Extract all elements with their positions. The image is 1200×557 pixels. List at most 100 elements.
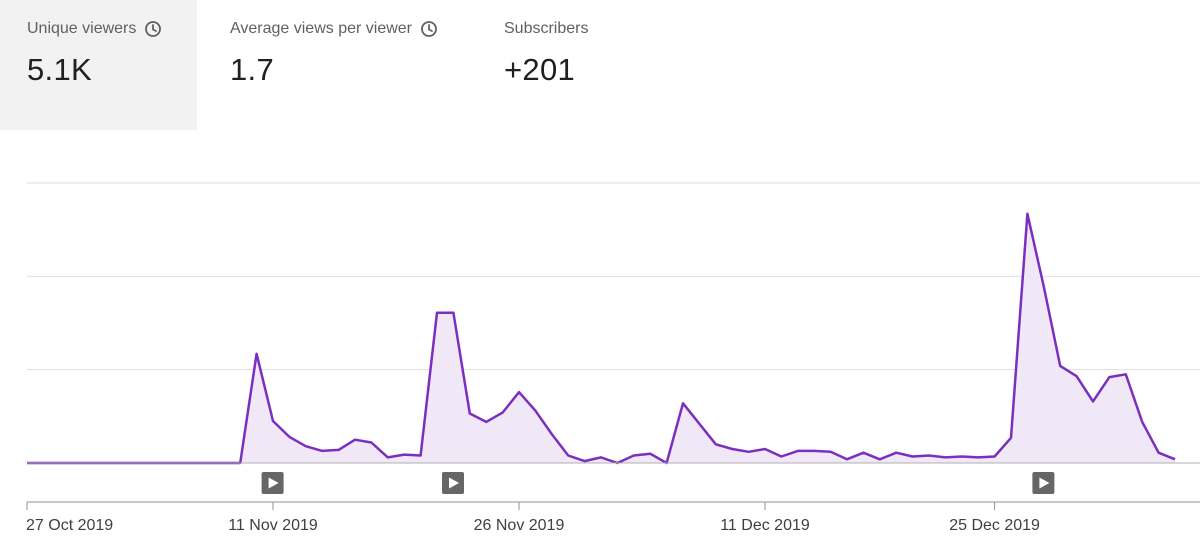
data-point xyxy=(944,456,946,458)
data-point xyxy=(173,462,175,464)
data-point xyxy=(633,454,635,456)
data-point xyxy=(780,455,782,457)
data-point xyxy=(731,448,733,450)
data-point xyxy=(534,410,536,412)
gridlines xyxy=(27,182,1200,371)
data-point xyxy=(829,451,831,453)
area-fill xyxy=(27,213,1175,463)
data-point xyxy=(928,454,930,456)
video-markers xyxy=(261,472,1055,494)
data-point xyxy=(1092,400,1094,402)
data-point xyxy=(1026,213,1028,215)
data-point xyxy=(616,462,618,464)
data-point xyxy=(157,462,159,464)
data-point xyxy=(1174,458,1176,460)
data-points xyxy=(26,213,1176,465)
metric-tab-unique-viewers[interactable]: Unique viewers 5.1K xyxy=(0,0,197,130)
data-point xyxy=(141,462,143,464)
data-point xyxy=(75,462,77,464)
x-tick-label: 26 Nov 2019 xyxy=(474,517,565,534)
data-point xyxy=(206,462,208,464)
metric-value: +201 xyxy=(504,52,576,87)
data-point xyxy=(977,456,979,458)
data-point xyxy=(190,462,192,464)
data-point xyxy=(354,438,356,440)
data-point xyxy=(600,456,602,458)
data-point xyxy=(715,443,717,445)
data-point xyxy=(239,462,241,464)
data-point xyxy=(1108,376,1110,378)
data-point xyxy=(797,450,799,452)
x-tick-label: 25 Dec 2019 xyxy=(949,517,1040,534)
x-axis-ticks: 27 Oct 2019 11 Nov 2019 26 Nov 2019 11 Dec … xyxy=(26,502,1040,534)
data-point xyxy=(961,455,963,457)
data-point xyxy=(370,441,372,443)
data-point xyxy=(1059,365,1061,367)
data-point xyxy=(551,433,553,435)
data-point xyxy=(1075,375,1077,377)
data-point xyxy=(813,450,815,452)
video-marker-play-icon[interactable] xyxy=(1032,472,1055,494)
data-point xyxy=(862,452,864,454)
metric-label: Subscribers xyxy=(504,20,704,38)
series-line xyxy=(27,212,1176,465)
data-point xyxy=(993,455,995,457)
data-point xyxy=(272,420,274,422)
x-tick-label: 27 Oct 2019 xyxy=(26,517,113,534)
data-point xyxy=(59,462,61,464)
data-point xyxy=(879,458,881,460)
data-point xyxy=(1043,285,1045,287)
metric-label-text: Average views per viewer xyxy=(230,20,413,37)
data-point xyxy=(26,462,28,464)
data-point xyxy=(649,452,651,454)
x-tick-label: 11 Dec 2019 xyxy=(720,517,810,534)
data-point xyxy=(665,462,667,464)
metric-label-text: Unique viewers xyxy=(27,20,137,37)
metric-value: 5.1K xyxy=(27,52,92,87)
data-point xyxy=(223,462,225,464)
data-point xyxy=(403,453,405,455)
data-point xyxy=(305,445,307,447)
metrics-bar: Unique viewers 5.1K Average views per vi… xyxy=(0,0,1200,130)
clock-icon[interactable] xyxy=(144,20,162,38)
data-point xyxy=(337,449,339,451)
data-point xyxy=(255,353,257,355)
data-point xyxy=(469,412,471,414)
metric-value: 1.7 xyxy=(230,52,274,87)
data-point xyxy=(764,448,766,450)
metric-tab-subscribers[interactable]: Subscribers +201 xyxy=(504,0,704,130)
data-point xyxy=(485,421,487,423)
data-point xyxy=(698,423,700,425)
data-point xyxy=(1141,421,1143,423)
data-point xyxy=(895,452,897,454)
data-point xyxy=(288,436,290,438)
data-point xyxy=(321,450,323,452)
video-marker-play-icon[interactable] xyxy=(261,472,284,494)
data-point xyxy=(419,454,421,456)
data-point xyxy=(846,458,848,460)
data-point xyxy=(1157,452,1159,454)
data-point xyxy=(501,411,503,413)
data-point xyxy=(911,455,913,457)
data-point xyxy=(518,391,520,393)
metric-label: Average views per viewer xyxy=(230,20,470,38)
data-point xyxy=(42,462,44,464)
data-point xyxy=(1125,373,1127,375)
video-marker-play-icon[interactable] xyxy=(442,472,464,494)
data-point xyxy=(682,402,684,404)
data-point xyxy=(436,312,438,314)
data-point xyxy=(91,462,93,464)
data-point xyxy=(567,454,569,456)
clock-icon[interactable] xyxy=(420,20,438,38)
data-point xyxy=(452,312,454,314)
data-point xyxy=(747,451,749,453)
data-point xyxy=(108,462,110,464)
metric-tab-average-views-per-viewer[interactable]: Average views per viewer 1.7 xyxy=(230,0,470,130)
x-tick-label: 11 Nov 2019 xyxy=(228,517,318,534)
data-point xyxy=(387,456,389,458)
data-point xyxy=(124,462,126,464)
metric-label-text: Subscribers xyxy=(504,20,589,37)
metric-label: Unique viewers xyxy=(27,20,197,38)
data-point xyxy=(583,460,585,462)
